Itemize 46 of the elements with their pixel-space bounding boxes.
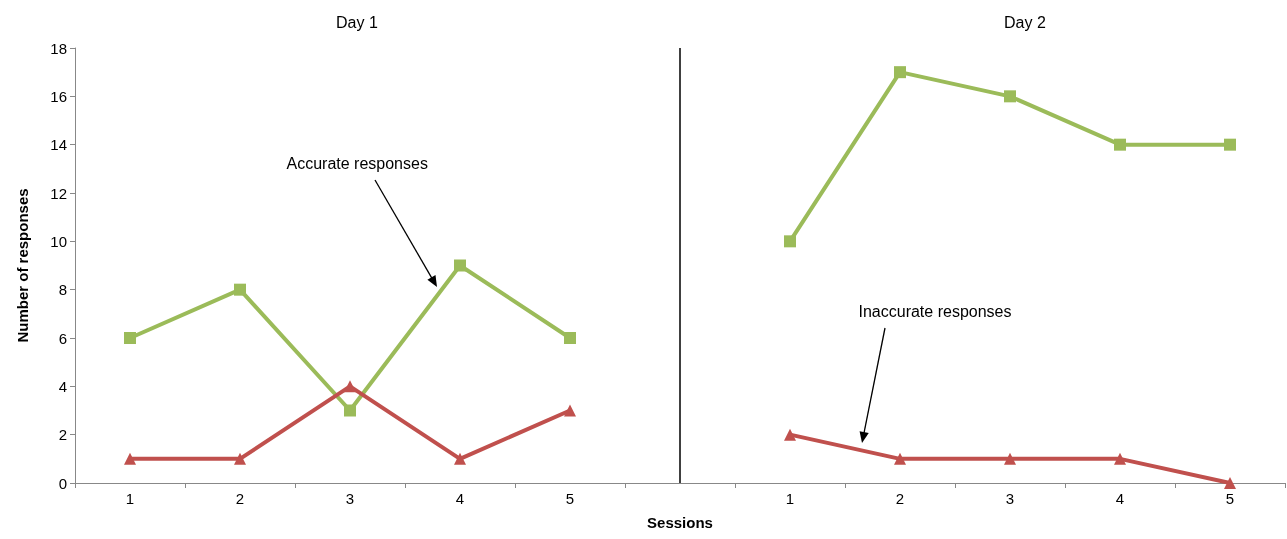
y-tick-label: 16	[50, 87, 67, 105]
x-tick-label: 3	[345, 490, 355, 507]
x-tick-label: 4	[1115, 490, 1125, 507]
point	[1004, 452, 1016, 465]
point	[784, 428, 796, 441]
y-tick-label: 4	[58, 377, 67, 395]
point	[344, 404, 356, 417]
y-tick-label: 6	[58, 329, 67, 347]
point	[124, 332, 136, 344]
y-axis-title: Number of responses	[14, 188, 31, 343]
point	[1224, 138, 1236, 151]
point	[1224, 477, 1236, 489]
x-axis-title: Sessions	[647, 514, 713, 531]
point	[1114, 138, 1126, 151]
y-tick-label: 8	[58, 281, 67, 299]
point	[1004, 90, 1016, 103]
point	[564, 404, 576, 417]
point	[234, 452, 246, 465]
y-tick-label: 12	[50, 184, 67, 202]
y-tick-label: 14	[50, 136, 67, 154]
y-tick-label: 0	[58, 474, 67, 492]
point	[124, 452, 136, 465]
point	[454, 452, 466, 465]
x-tick-label: 2	[895, 490, 905, 507]
point	[784, 235, 796, 248]
point	[564, 332, 576, 344]
point	[454, 259, 466, 272]
y-tick-label: 18	[50, 39, 67, 57]
point	[1114, 452, 1126, 465]
x-tick-label: 1	[125, 490, 135, 507]
text: Day 2	[1004, 14, 1046, 32]
annotation: Accurate responses	[286, 155, 428, 173]
x-tick-label: 4	[455, 490, 465, 507]
y-tick-label: 10	[50, 232, 67, 250]
x-tick-label: 5	[565, 490, 575, 507]
point	[894, 452, 906, 465]
x-tick-label: 1	[785, 490, 795, 507]
text: Day 1	[336, 14, 378, 32]
x-tick-label: 3	[1005, 490, 1015, 507]
point	[234, 283, 246, 296]
x-tick-label: 5	[1225, 490, 1235, 507]
x-tick-label: 2	[235, 490, 245, 507]
point	[894, 66, 906, 79]
y-tick-label: 2	[58, 426, 67, 444]
annotation: Inaccurate responses	[858, 303, 1012, 321]
point	[344, 380, 356, 393]
